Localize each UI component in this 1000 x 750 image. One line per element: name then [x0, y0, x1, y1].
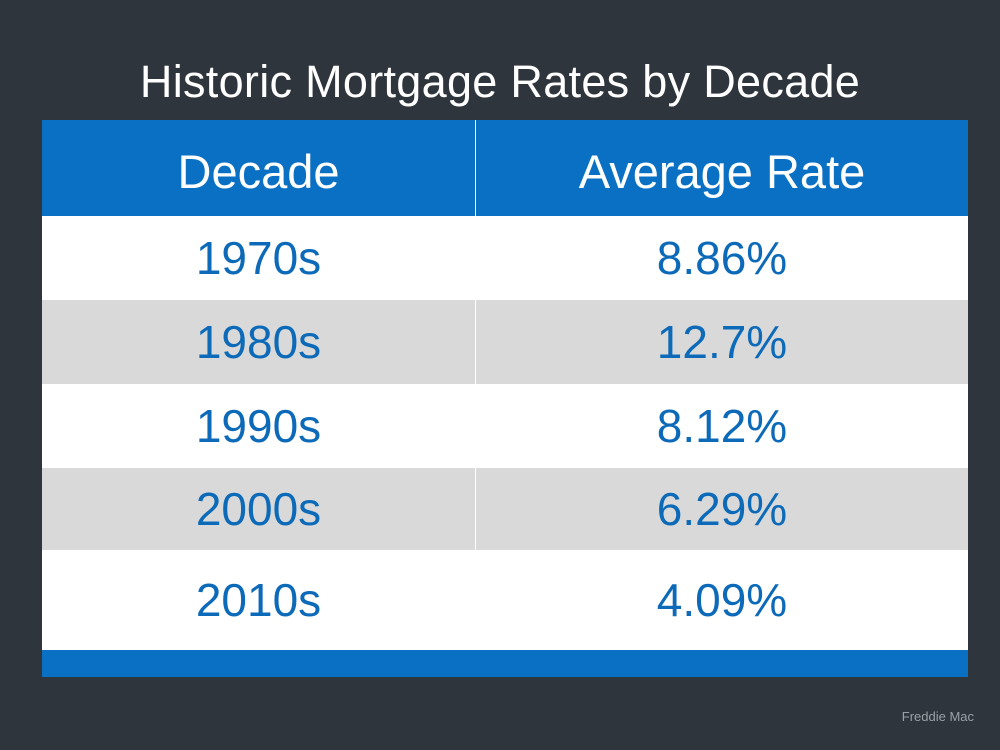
rate-cell: 12.7% — [656, 316, 788, 368]
rate-cell: 8.12% — [656, 400, 788, 452]
decade-cell: 1980s — [195, 316, 322, 368]
decade-cell: 2010s — [195, 574, 322, 626]
column-divider — [475, 120, 476, 550]
column-header-average-rate: Average Rate — [578, 145, 866, 198]
rate-cell: 8.86% — [656, 232, 788, 284]
rate-cell: 6.29% — [656, 483, 788, 535]
chart-title: Historic Mortgage Rates by Decade — [139, 56, 861, 107]
decade-cell: 1970s — [195, 232, 322, 284]
table-row: 1970s 8.86% — [42, 216, 968, 300]
source-label: Freddie Mac — [901, 709, 974, 724]
table-header-row: Decade Average Rate — [42, 120, 968, 216]
table-row: 1990s 8.12% — [42, 384, 968, 468]
table-row: 2010s 4.09% — [42, 550, 968, 650]
rates-table: Decade Average Rate 1970s 8.86% 1980s 12… — [42, 120, 968, 677]
table-footer-bar — [42, 650, 968, 677]
table-row: 2000s 6.29% — [42, 468, 968, 550]
decade-cell: 1990s — [195, 400, 322, 452]
column-header-decade: Decade — [177, 145, 340, 198]
rate-cell: 4.09% — [656, 574, 788, 626]
table-row: 1980s 12.7% — [42, 300, 968, 384]
decade-cell: 2000s — [195, 483, 322, 535]
